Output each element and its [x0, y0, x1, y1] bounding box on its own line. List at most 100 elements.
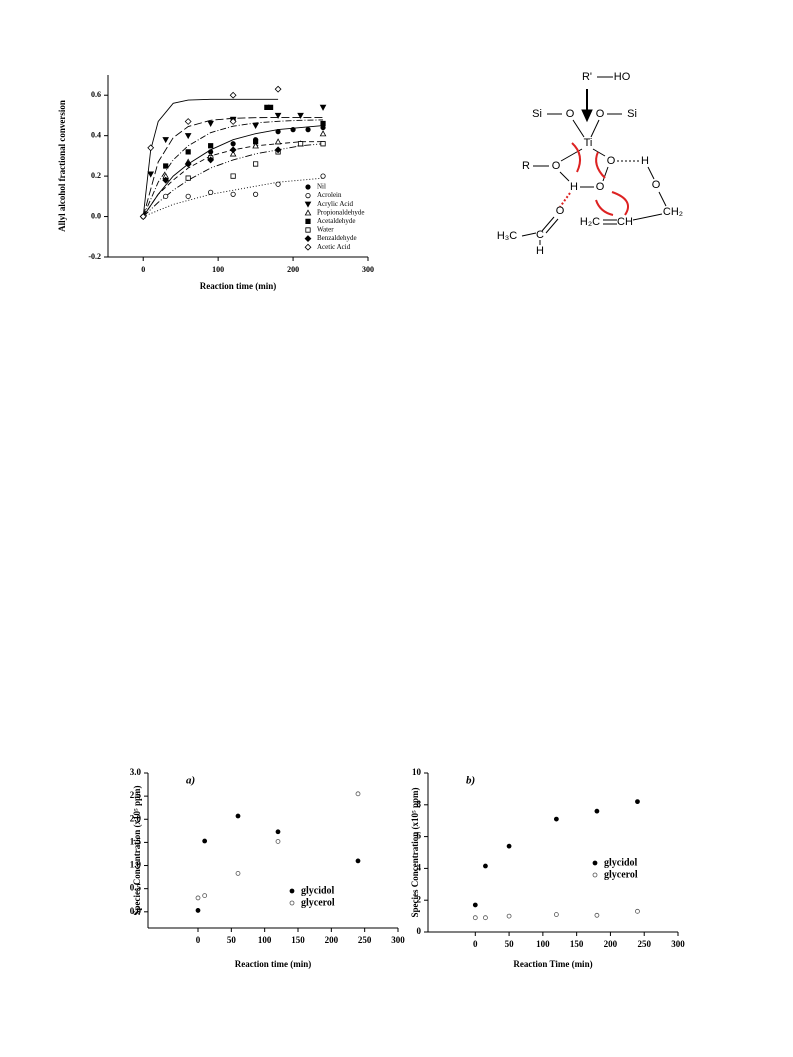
legend-marker: [289, 888, 295, 894]
y-tick-label: 2: [417, 894, 422, 904]
atom-label: R': [582, 71, 592, 83]
fit-curve: [142, 125, 324, 217]
atom-label: H: [570, 181, 578, 193]
y-tick-label: 0.0: [91, 211, 101, 220]
data-point: [274, 85, 282, 93]
data-point: [162, 176, 170, 184]
legend-marker: [592, 860, 598, 866]
y-tick-label: 0.0: [130, 906, 142, 916]
data-point: [506, 913, 512, 919]
legend-marker: [304, 235, 312, 243]
x-tick-label: 0: [196, 935, 201, 945]
bond: [541, 216, 555, 232]
atom-label: C: [536, 229, 544, 241]
data-point: [185, 175, 191, 181]
atom-label: H: [536, 245, 544, 257]
data-point: [320, 120, 326, 127]
data-point: [483, 915, 488, 921]
y-tick-label: 1.0: [130, 860, 142, 870]
curved-arrow: [595, 199, 614, 216]
bond: [647, 166, 655, 180]
bond: [602, 166, 609, 182]
atom-label: O: [596, 181, 605, 193]
legend-marker: [305, 218, 311, 225]
y-tick-label: 0.2: [91, 171, 101, 180]
data-point: [483, 863, 488, 869]
bond: [658, 191, 667, 207]
data-point: [275, 829, 281, 835]
atom-label: O: [556, 205, 565, 217]
fit-curve: [142, 119, 324, 217]
data-point: [635, 799, 640, 805]
atom-label: O: [596, 108, 605, 120]
data-point: [230, 173, 236, 179]
data-point: [253, 161, 259, 167]
data-point: [208, 189, 214, 195]
data-point: [229, 91, 237, 99]
data-point: [253, 139, 259, 145]
data-point: [235, 871, 241, 876]
legend-label: Acetic Acid: [317, 243, 351, 251]
data-point: [319, 104, 327, 111]
y-tick-label: 3.0: [130, 767, 142, 777]
data-point: [267, 104, 274, 110]
y-tick-label: 2.0: [130, 813, 142, 823]
atom-label: O: [607, 155, 616, 167]
data-point: [274, 138, 282, 145]
arrowhead: [581, 109, 593, 123]
x-axis-title: Reaction Time (min): [513, 959, 592, 969]
bond: [572, 119, 585, 138]
atom-label: H₃C: [497, 230, 517, 242]
y-tick-label: 0.6: [91, 90, 101, 99]
data-point: [297, 112, 304, 119]
fit-curve: [142, 141, 324, 217]
x-tick-label: 250: [637, 939, 651, 949]
fit-curve: [142, 98, 279, 217]
data-point: [305, 127, 311, 133]
data-point: [274, 146, 282, 154]
data-point: [184, 133, 192, 140]
data-point: [139, 213, 147, 220]
atom-label: H: [641, 155, 649, 167]
atom-label: O: [566, 108, 575, 120]
x-tick-label: 200: [287, 265, 299, 274]
atom-label: R: [522, 160, 530, 172]
data-point: [275, 181, 281, 187]
x-tick-label: 150: [291, 935, 305, 945]
data-point: [207, 156, 215, 164]
x-axis-title: Reaction time (min): [200, 281, 276, 291]
data-point: [195, 908, 201, 913]
data-point: [163, 193, 169, 199]
atom-label: Si: [627, 108, 637, 120]
legend-label: glycerol: [604, 869, 638, 880]
legend-marker: [304, 201, 312, 208]
bond: [559, 171, 570, 182]
bond: [592, 148, 606, 157]
panel-label: a): [186, 775, 195, 787]
data-point: [162, 137, 170, 144]
h-bond: [559, 192, 571, 208]
data-point: [290, 127, 296, 133]
legend-marker: [305, 184, 311, 190]
data-point: [184, 118, 192, 125]
y-tick-label: 0: [417, 926, 422, 936]
legend-label: glycidol: [301, 885, 335, 896]
data-point: [229, 118, 237, 125]
data-point: [253, 191, 259, 197]
atom-label: CH: [617, 216, 633, 228]
panel-label: b): [466, 775, 475, 787]
y-tick-label: 2.5: [130, 790, 142, 800]
legend-label: Propionaldehyde: [317, 208, 364, 216]
data-point: [147, 144, 155, 152]
y-tick-label: 6: [417, 831, 422, 841]
x-tick-label: 100: [536, 939, 550, 949]
curved-arrow: [595, 151, 606, 179]
bond: [545, 218, 559, 234]
curved-arrow: [611, 191, 629, 216]
data-point: [297, 141, 304, 147]
x-tick-label: 300: [362, 265, 374, 274]
data-point: [252, 142, 259, 149]
x-tick-label: 100: [258, 935, 272, 945]
y-tick-label: 8: [417, 799, 422, 809]
x-tick-label: 150: [570, 939, 584, 949]
